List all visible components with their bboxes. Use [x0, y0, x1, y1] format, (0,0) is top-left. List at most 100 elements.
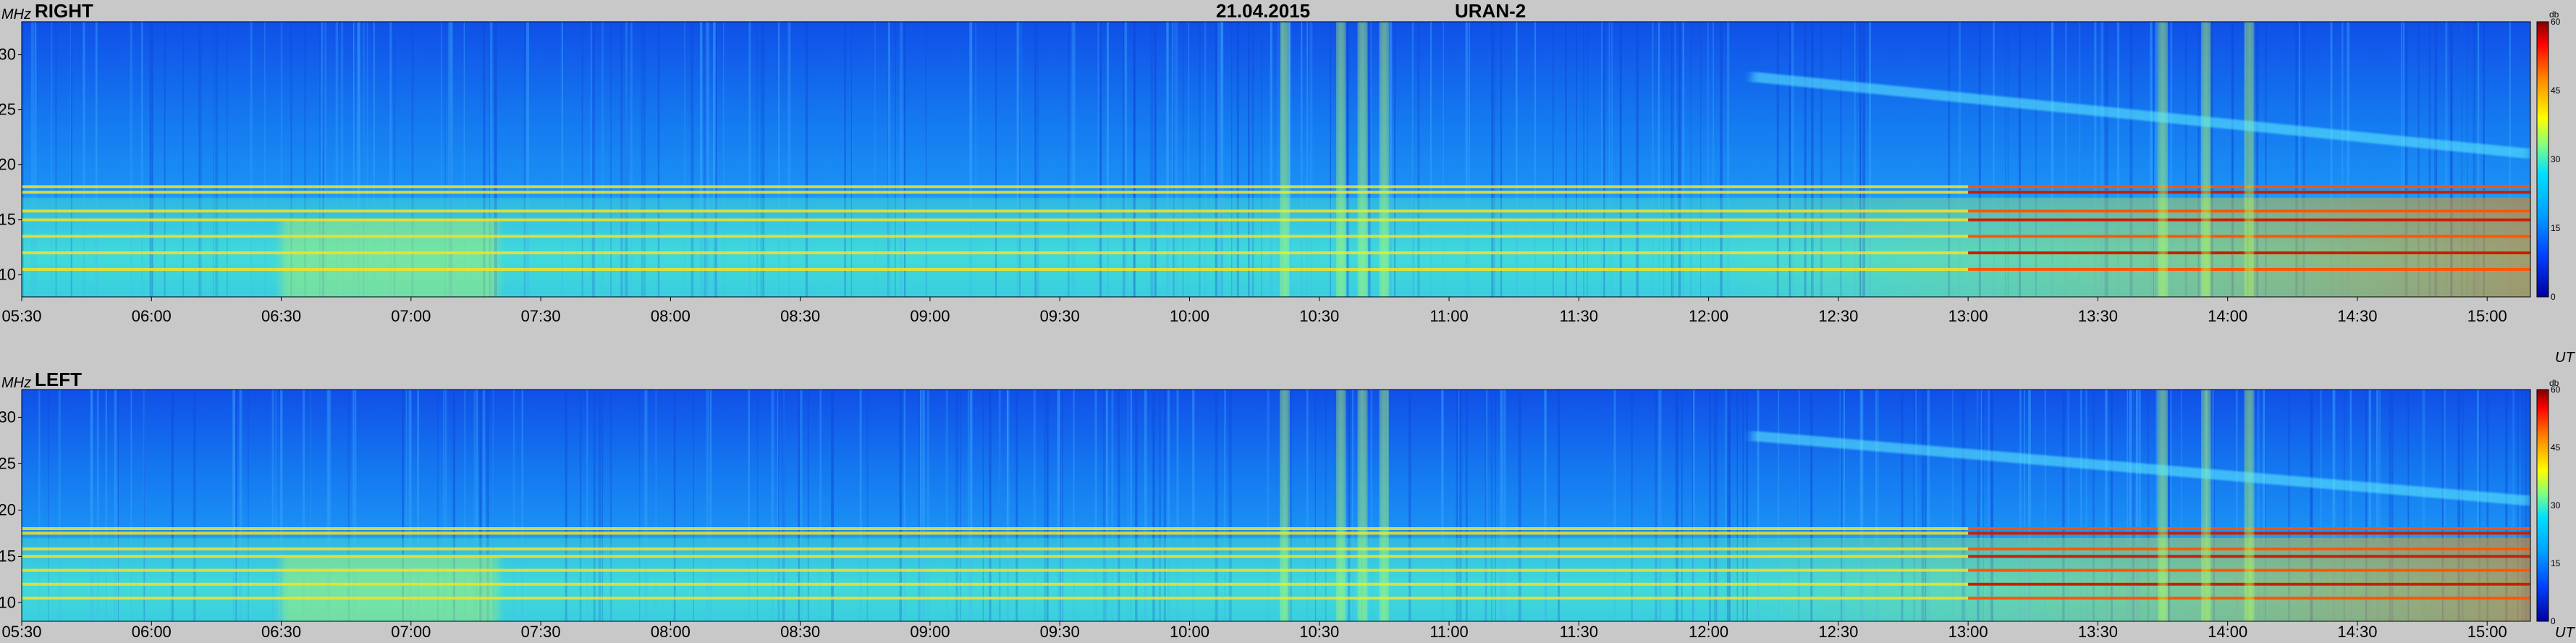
- burst-stripe: [2201, 22, 2210, 297]
- texture-stripe: [805, 22, 808, 297]
- texture-stripe: [1746, 390, 1748, 621]
- texture-stripe: [620, 22, 623, 297]
- texture-stripe: [2028, 390, 2031, 621]
- interference-band: [22, 527, 2530, 530]
- texture-stripe: [1144, 390, 1147, 621]
- texture-stripe: [58, 390, 61, 621]
- texture-stripe: [1962, 390, 1966, 621]
- texture-stripe: [2132, 390, 2134, 621]
- texture-stripe: [303, 390, 305, 621]
- x-tick-label: 08:30: [780, 623, 820, 641]
- texture-stripe: [644, 390, 647, 621]
- texture-stripe: [1314, 390, 1317, 621]
- texture-stripe: [2153, 22, 2155, 297]
- texture-stripe: [1160, 390, 1161, 621]
- interference-band: [22, 268, 2530, 271]
- texture-stripe: [1655, 390, 1657, 621]
- texture-stripe: [2024, 390, 2025, 621]
- texture-stripe: [1411, 22, 1414, 297]
- texture-stripe: [1071, 22, 1073, 297]
- texture-stripe: [1565, 22, 1567, 297]
- texture-stripe: [657, 22, 660, 297]
- texture-stripe: [673, 390, 676, 621]
- texture-stripe: [1152, 390, 1155, 621]
- texture-stripe: [1251, 22, 1254, 297]
- x-tick-label: 13:30: [2078, 307, 2118, 325]
- texture-stripe: [1518, 390, 1521, 621]
- texture-stripe: [1993, 22, 1995, 297]
- texture-stripe: [579, 390, 582, 621]
- texture-stripe: [198, 22, 200, 297]
- colorbar-tick-label: 30: [2551, 154, 2561, 164]
- texture-stripe: [1389, 22, 1393, 297]
- texture-stripe: [887, 22, 890, 297]
- texture-stripe: [452, 390, 455, 621]
- colorbar-tick-label: 15: [2551, 223, 2561, 233]
- texture-stripe: [2407, 390, 2410, 621]
- texture-stripe: [2445, 22, 2448, 297]
- x-tick-label: 13:00: [1948, 623, 1988, 641]
- texture-stripe: [2085, 390, 2087, 621]
- texture-stripe: [586, 390, 588, 621]
- burst-stripe: [1358, 390, 1367, 621]
- texture-stripe: [1840, 390, 1843, 621]
- texture-stripe: [1720, 22, 1723, 297]
- texture-stripe: [691, 22, 694, 297]
- texture-stripe: [1019, 22, 1021, 297]
- texture-stripe: [1073, 22, 1076, 297]
- texture-stripe: [448, 22, 451, 297]
- burst-stripe: [1336, 390, 1346, 621]
- texture-stripe: [565, 390, 567, 621]
- colorbar: 0 15 30 45 60: [2536, 17, 2561, 302]
- texture-stripe: [782, 390, 785, 621]
- y-tick-label: 20: [0, 500, 16, 518]
- texture-stripe: [771, 390, 774, 621]
- texture-stripe: [1534, 22, 1537, 297]
- texture-stripe: [48, 390, 49, 621]
- colorbar-tick-label: 45: [2551, 442, 2561, 453]
- texture-stripe: [1127, 390, 1129, 621]
- texture-stripe: [945, 390, 948, 621]
- texture-stripe: [763, 22, 765, 297]
- texture-stripe: [2132, 390, 2135, 621]
- texture-stripe: [114, 390, 117, 621]
- texture-stripe: [1248, 22, 1250, 297]
- texture-stripe: [819, 390, 822, 621]
- texture-stripe: [1495, 390, 1496, 621]
- texture-stripe: [1102, 390, 1106, 621]
- texture-stripe: [921, 390, 924, 621]
- texture-stripe: [363, 22, 365, 297]
- colorbar-tick-label: 0: [2551, 292, 2556, 302]
- texture-stripe: [483, 22, 486, 297]
- texture-stripe: [1980, 390, 1982, 621]
- texture-stripe: [402, 390, 404, 621]
- interference-band: [22, 209, 2530, 213]
- texture-stripe: [641, 22, 644, 297]
- texture-stripe: [2509, 22, 2511, 297]
- heatmap-plot-area: [22, 22, 2531, 297]
- texture-stripe: [706, 22, 709, 297]
- colorbar-unit: db: [2549, 9, 2559, 20]
- texture-stripe: [355, 390, 357, 621]
- texture-stripe: [874, 22, 876, 297]
- texture-stripe: [1270, 22, 1272, 297]
- texture-stripe: [1713, 22, 1715, 297]
- colorbar-tick-label: 45: [2551, 85, 2561, 96]
- texture-stripe: [1217, 22, 1220, 297]
- texture-stripe: [1135, 390, 1138, 621]
- texture-stripe: [328, 390, 331, 621]
- texture-stripe: [1789, 22, 1790, 297]
- texture-stripe: [1346, 22, 1350, 297]
- texture-stripe: [831, 390, 834, 621]
- x-tick-label: 11:00: [1430, 623, 1468, 641]
- texture-stripe: [2472, 22, 2476, 297]
- x-tick-label: 14:30: [2337, 623, 2377, 641]
- chart-date: 21.04.2015: [1216, 0, 1310, 22]
- texture-stripe: [2302, 22, 2305, 297]
- texture-stripe: [1503, 390, 1506, 621]
- texture-stripe: [2461, 22, 2463, 297]
- texture-stripe: [1636, 22, 1639, 297]
- texture-stripe: [1608, 22, 1610, 297]
- texture-stripe: [486, 390, 489, 621]
- texture-stripe: [712, 22, 716, 297]
